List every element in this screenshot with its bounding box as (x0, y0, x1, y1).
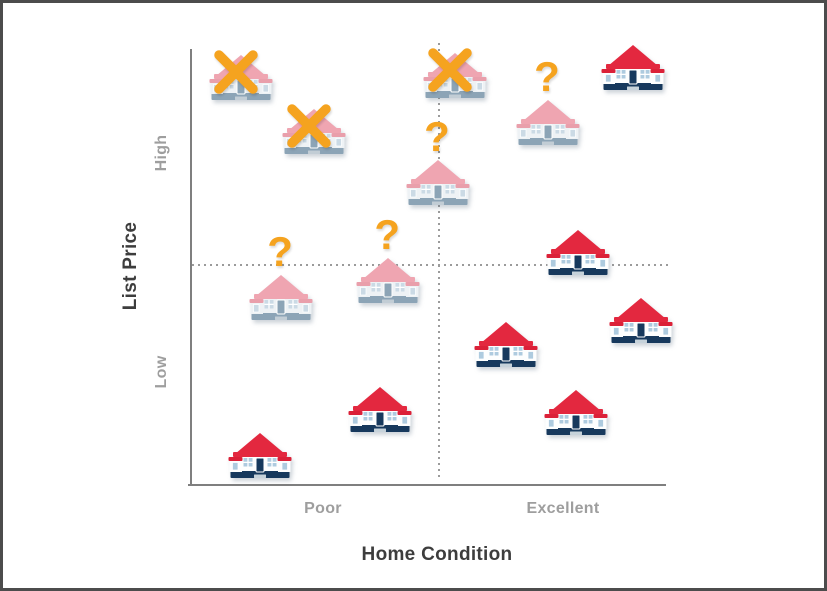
house-marker (249, 274, 313, 322)
y-axis-title: List Price (120, 221, 141, 311)
house-icon (546, 229, 610, 277)
horizontal-dotted-midline (192, 264, 668, 266)
house-marker (546, 229, 610, 277)
vertical-dotted-midline (438, 43, 440, 481)
house-marker (609, 297, 673, 345)
y-axis-line (190, 49, 192, 485)
house-icon (516, 99, 580, 147)
house-icon (228, 432, 292, 480)
house-icon (406, 159, 470, 207)
x-axis-line (188, 484, 666, 486)
cross-icon (210, 46, 262, 98)
house-icon (544, 389, 608, 437)
question-mark-icon: ? (424, 112, 450, 160)
x-tick-label-poor: Poor (304, 500, 342, 517)
house-icon (348, 386, 412, 434)
house-icon (609, 297, 673, 345)
house-marker (406, 159, 470, 207)
question-mark-icon: ? (374, 210, 400, 258)
cross-icon (424, 44, 476, 96)
house-marker (544, 389, 608, 437)
cross-icon (283, 100, 335, 152)
house-marker (356, 257, 420, 305)
x-axis-title: Home Condition (361, 544, 513, 565)
x-tick-label-excellent: Excellent (526, 500, 600, 517)
house-marker (228, 432, 292, 480)
house-icon (601, 44, 665, 92)
y-tick-label-high: High (153, 134, 170, 172)
house-marker (601, 44, 665, 92)
house-icon (356, 257, 420, 305)
y-tick-label-low: Low (153, 355, 170, 389)
question-mark-icon: ? (534, 52, 560, 100)
house-marker (348, 386, 412, 434)
house-marker (516, 99, 580, 147)
house-icon (249, 274, 313, 322)
question-mark-icon: ? (267, 227, 293, 275)
house-marker (474, 321, 538, 369)
house-icon (474, 321, 538, 369)
